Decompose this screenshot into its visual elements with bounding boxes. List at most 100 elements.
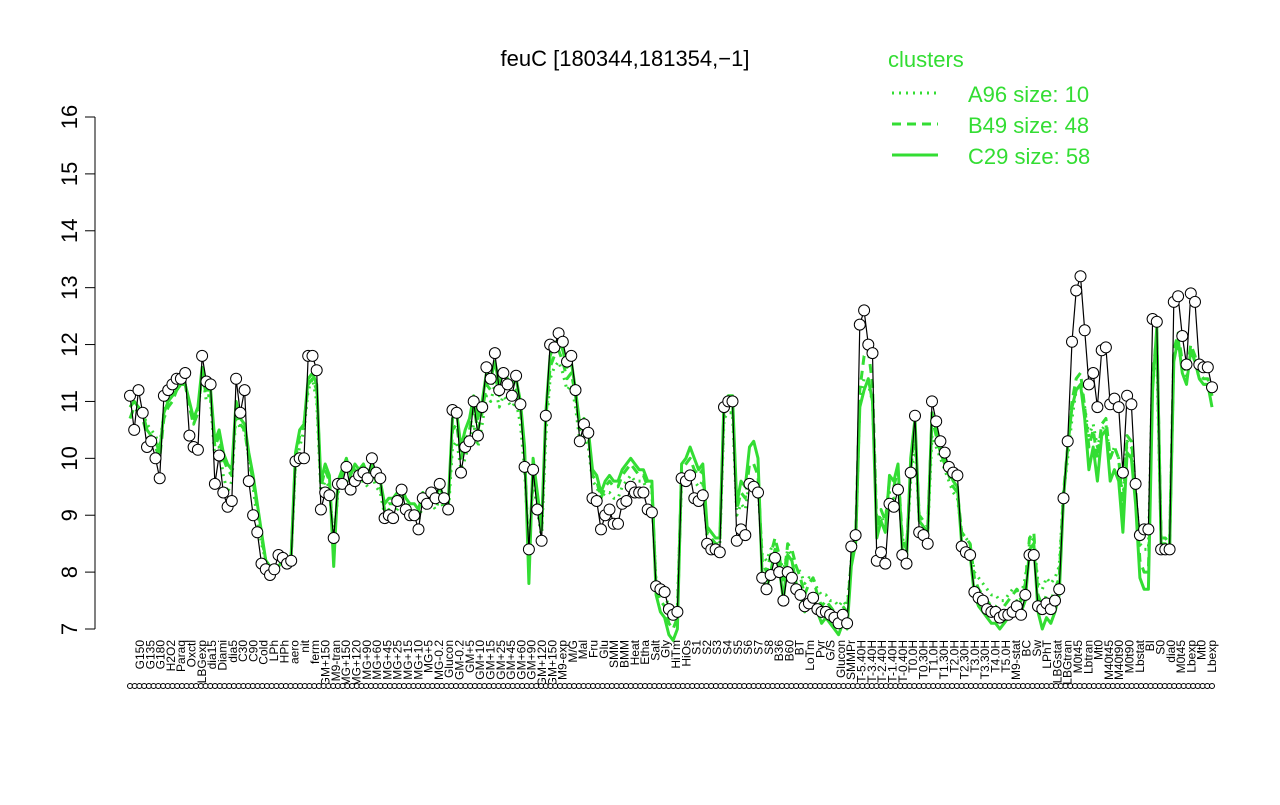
- data-point: [1087, 367, 1100, 379]
- x-tick-label: M40t90: [1112, 640, 1126, 680]
- x-tick-label: Gly: [659, 640, 673, 658]
- x-tick-label: M9-tran: [329, 640, 343, 681]
- x-marker-dot: [382, 683, 389, 689]
- y-tick-label: 7: [57, 623, 82, 635]
- x-tick-label: GM+5: [463, 640, 477, 673]
- data-point: [365, 452, 378, 465]
- x-axis: G150G135G180H2O2ParaqOxctlLBGexpdia15Dia…: [127, 639, 1219, 689]
- y-tick-label: 12: [57, 332, 82, 356]
- data-point: [1019, 588, 1032, 601]
- data-point: [217, 486, 230, 499]
- x-tick-label: MG+60: [370, 640, 384, 680]
- data-point: [556, 335, 569, 348]
- data-point: [136, 406, 149, 419]
- x-tick-label: S5: [731, 640, 745, 655]
- data-point: [361, 472, 374, 485]
- data-point: [845, 540, 858, 553]
- data-point: [951, 469, 964, 482]
- data-point: [522, 543, 535, 556]
- x-marker-dot: [438, 683, 445, 689]
- data-point: [892, 483, 904, 496]
- data-point: [395, 483, 408, 496]
- x-tick-label: MG-0.2: [432, 640, 446, 680]
- data-point: [455, 466, 467, 479]
- data-point: [497, 367, 510, 379]
- data-point: [1142, 523, 1155, 536]
- x-tick-label: Mt0: [1195, 640, 1209, 660]
- data-point: [1057, 492, 1070, 505]
- x-tick-label: H2O2: [164, 640, 178, 672]
- x-marker-dot: [571, 683, 578, 689]
- x-tick-label: SMMPr: [844, 640, 858, 680]
- data-point: [539, 409, 552, 422]
- data-point: [595, 523, 607, 536]
- x-tick-label: Etha: [638, 640, 652, 665]
- x-tick-label: GM+15: [484, 640, 498, 680]
- x-marker-dot: [287, 683, 294, 689]
- legend: clusters A96 size: 10 B49 size: 48 C29 siz…: [888, 47, 1090, 169]
- data-point: [1027, 549, 1040, 561]
- data-point: [1201, 361, 1214, 374]
- data-point: [730, 534, 743, 547]
- x-marker-dot: [1024, 683, 1031, 689]
- x-tick-label: dia0: [1164, 640, 1178, 663]
- x-marker-dot: [949, 683, 956, 689]
- x-tick-label: MG+5: [422, 640, 436, 673]
- data-point: [1078, 324, 1091, 337]
- data-point: [841, 617, 854, 630]
- x-marker-dot: [268, 683, 275, 689]
- x-marker-dot: [646, 683, 653, 689]
- x-marker-dot: [325, 683, 332, 689]
- x-tick-label: M40t45: [1102, 640, 1116, 680]
- x-marker-dot: [986, 683, 993, 689]
- y-tick-label: 16: [57, 105, 82, 129]
- data-point: [1053, 583, 1066, 596]
- x-tick-label: GM+150: [319, 640, 333, 687]
- x-tick-label: B60: [782, 640, 796, 662]
- data-point: [412, 523, 425, 536]
- x-tick-label: M9-stat: [1009, 639, 1023, 680]
- x-tick-label: LBGtran: [1061, 640, 1075, 685]
- data-point: [234, 406, 247, 419]
- data-point: [671, 605, 684, 618]
- profile-line: [129, 276, 1213, 626]
- x-tick-label: S7: [752, 640, 766, 655]
- x-tick-label: T0.30H: [916, 640, 930, 679]
- x-tick-label: Lbexp: [1184, 640, 1198, 673]
- data-point: [145, 435, 158, 448]
- data-point: [323, 489, 336, 502]
- data-point: [421, 497, 433, 510]
- x-marker-dot: [892, 683, 899, 689]
- data-point: [124, 389, 136, 402]
- x-tick-label: MG+25: [391, 640, 405, 680]
- data-point: [213, 449, 226, 462]
- x-marker-dot: [1005, 683, 1012, 689]
- x-tick-label: Mal: [576, 640, 590, 659]
- x-tick-label: M9-exp: [556, 640, 570, 680]
- data-point: [760, 583, 773, 596]
- x-tick-label: M0t45: [1174, 640, 1188, 674]
- data-point: [247, 509, 260, 522]
- legend-label: A96 size: 10: [968, 82, 1089, 107]
- x-tick-label: T5.0H: [999, 640, 1013, 673]
- x-tick-label: T-1.40H: [886, 640, 900, 683]
- data-point: [858, 304, 871, 317]
- x-marker-dot: [816, 683, 823, 689]
- x-marker-dot: [779, 683, 785, 689]
- x-marker-dot: [835, 683, 842, 689]
- legend-title: clusters: [888, 47, 964, 72]
- data-point: [573, 435, 586, 448]
- x-marker-dot: [533, 683, 540, 689]
- data-point: [1129, 477, 1142, 490]
- x-tick-label: T-0.40H: [896, 640, 910, 683]
- data-point: [658, 586, 671, 598]
- data-point: [238, 384, 251, 397]
- y-tick-label: 13: [57, 275, 82, 299]
- x-tick-label: T-2.40H: [875, 640, 889, 683]
- x-tick-label: Lbexp: [1205, 640, 1219, 673]
- x-marker-dot: [1100, 683, 1107, 689]
- x-marker-dot: [741, 683, 748, 689]
- data-point: [336, 477, 349, 490]
- cluster-line-dotted: [128, 343, 1214, 614]
- cluster-line-dashed: [128, 331, 1214, 631]
